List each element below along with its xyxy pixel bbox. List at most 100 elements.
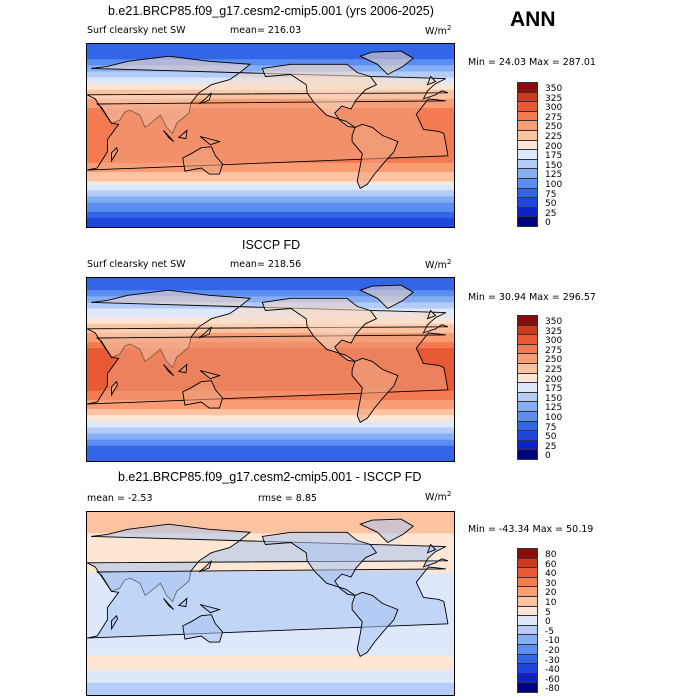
colorbar-swatch bbox=[517, 158, 538, 170]
colorbar-swatch bbox=[517, 548, 538, 559]
colorbar-swatch bbox=[517, 324, 538, 336]
continent-outline bbox=[358, 284, 414, 310]
colorbar-tick-label: 150 bbox=[545, 393, 563, 404]
zonal-band bbox=[87, 403, 454, 407]
colorbar-swatch bbox=[517, 82, 538, 93]
zonal-band bbox=[87, 95, 454, 100]
zonal-band bbox=[87, 637, 454, 641]
continent-outline bbox=[182, 614, 224, 643]
panel2-map bbox=[86, 277, 455, 462]
colorbar-swatch bbox=[517, 420, 538, 432]
colorbar-tick-label: -60 bbox=[545, 674, 560, 685]
zonal-band bbox=[87, 658, 454, 663]
colorbar-swatch bbox=[517, 682, 538, 693]
zonal-band bbox=[87, 47, 454, 51]
colorbar-swatch bbox=[517, 372, 538, 384]
colorbar-tick-label: 50 bbox=[545, 199, 557, 210]
zonal-band bbox=[87, 162, 454, 167]
zonal-band bbox=[87, 649, 454, 653]
continent-outline bbox=[261, 63, 378, 128]
colorbar-swatch bbox=[517, 557, 538, 569]
zonal-band bbox=[87, 512, 454, 516]
zonal-band bbox=[87, 326, 454, 331]
colorbar-swatch bbox=[517, 197, 538, 208]
zonal-band bbox=[87, 652, 454, 656]
colorbar-tick-label: 225 bbox=[545, 132, 563, 142]
zonal-band bbox=[87, 524, 454, 528]
colorbar-tick-label: 100 bbox=[545, 413, 563, 423]
colorbar-swatch bbox=[517, 168, 538, 179]
colorbar-swatch bbox=[517, 149, 538, 160]
colorbar-swatch bbox=[517, 391, 538, 403]
colorbar-tick-label: 350 bbox=[545, 317, 563, 327]
zonal-band bbox=[87, 50, 454, 54]
zonal-band bbox=[87, 329, 454, 334]
zonal-band bbox=[87, 448, 454, 453]
continent-outline bbox=[87, 566, 449, 639]
colorbar-tick-label: 100 bbox=[545, 180, 563, 190]
continent-outline bbox=[87, 98, 449, 171]
panel2-title: ISCCP FD bbox=[242, 238, 301, 252]
colorbar-tick-label: 325 bbox=[545, 93, 563, 104]
continent-outline bbox=[182, 146, 224, 175]
zonal-band bbox=[87, 293, 454, 297]
colorbar-tick-label: 50 bbox=[545, 432, 557, 443]
zonal-band bbox=[87, 424, 454, 429]
colorbar-tick-label: 200 bbox=[545, 141, 563, 152]
colorbar-swatch bbox=[517, 110, 538, 122]
colorbar-swatch bbox=[517, 663, 538, 674]
colorbar-swatch bbox=[517, 91, 538, 103]
colorbar-swatch bbox=[517, 334, 538, 345]
zonal-band bbox=[87, 454, 454, 459]
colorbar-swatch bbox=[517, 430, 538, 441]
zonal-band bbox=[87, 184, 454, 188]
panel1-variable: Surf clearsky net SW bbox=[87, 25, 186, 36]
continent-outline bbox=[163, 364, 175, 376]
zonal-band bbox=[87, 223, 454, 227]
panel3-title: b.e21.BRCP85.f09_g17.cesm2-cmip5.001 - I… bbox=[118, 470, 422, 484]
colorbar-tick-label: 300 bbox=[545, 103, 563, 114]
panel3-rmse: rmse = 8.85 bbox=[258, 493, 317, 504]
zonal-band bbox=[87, 634, 454, 638]
zonal-band bbox=[87, 433, 454, 438]
colorbar-swatch bbox=[517, 187, 538, 199]
colorbar-tick-label: 250 bbox=[545, 355, 563, 366]
zonal-band bbox=[87, 418, 454, 422]
zonal-band bbox=[87, 430, 454, 435]
colorbar-swatch bbox=[517, 672, 538, 684]
colorbar-tick-label: 125 bbox=[545, 403, 563, 414]
zonal-band bbox=[87, 332, 454, 337]
colorbar-tick-label: 75 bbox=[545, 422, 557, 433]
colorbar-tick-label: -10 bbox=[545, 636, 560, 647]
colorbar-swatch bbox=[517, 343, 538, 355]
zonal-band bbox=[87, 670, 454, 675]
colorbar-tick-label: 200 bbox=[545, 374, 563, 385]
colorbar-tick-label: 75 bbox=[545, 189, 557, 200]
zonal-band bbox=[87, 181, 454, 185]
panel1-title: b.e21.BRCP85.f09_g17.cesm2-cmip5.001 (yr… bbox=[108, 4, 434, 18]
colorbar-tick-label: 25 bbox=[545, 441, 557, 452]
colorbar-tick-label: -80 bbox=[545, 684, 560, 695]
continent-outline bbox=[351, 591, 399, 658]
zonal-band bbox=[87, 281, 454, 285]
colorbar-swatch bbox=[517, 101, 538, 112]
colorbar-tick-label: 275 bbox=[545, 112, 563, 123]
zonal-band bbox=[87, 214, 454, 219]
continent-outline bbox=[351, 123, 399, 190]
zonal-band bbox=[87, 284, 454, 288]
zonal-band bbox=[87, 166, 454, 170]
zonal-band bbox=[87, 211, 454, 216]
panel1-units: W/m2 bbox=[425, 24, 452, 38]
panel3-mean: mean = -2.53 bbox=[87, 493, 153, 504]
colorbar-swatch bbox=[517, 567, 538, 578]
zonal-band bbox=[87, 518, 454, 522]
continent-outline bbox=[198, 92, 212, 105]
colorbar-swatch bbox=[517, 363, 538, 374]
zonal-band bbox=[87, 527, 454, 531]
zonal-band bbox=[87, 187, 454, 191]
panel1-min-max: Min = 24.03 Max = 287.01 bbox=[468, 57, 596, 68]
colorbar-tick-label: 250 bbox=[545, 122, 563, 133]
zonal-band bbox=[87, 415, 454, 419]
colorbar-swatch bbox=[517, 382, 538, 393]
colorbar-tick-label: 80 bbox=[545, 550, 557, 560]
